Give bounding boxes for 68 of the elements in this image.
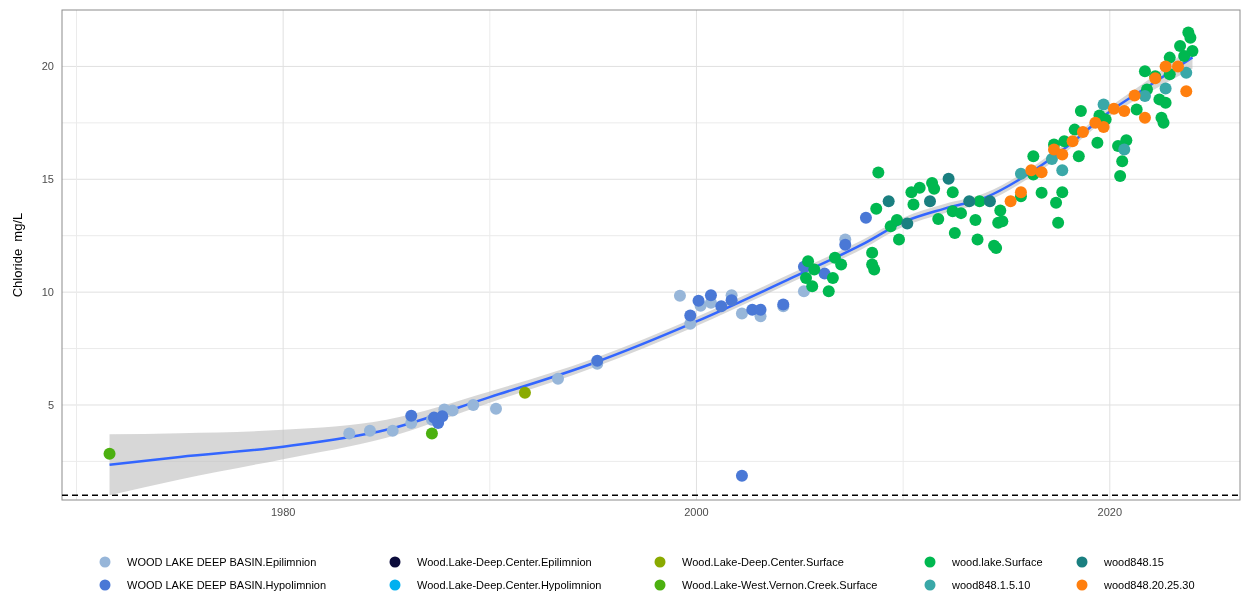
point <box>1056 164 1069 177</box>
y-tick-label: 15 <box>41 173 54 186</box>
point <box>1066 135 1079 148</box>
point <box>1004 195 1017 208</box>
point <box>1180 85 1193 98</box>
point <box>386 424 399 437</box>
point <box>963 195 976 208</box>
legend-label: Wood.Lake-Deep.Center.Epilimnion <box>417 556 592 568</box>
point <box>924 195 936 208</box>
point <box>1035 166 1048 179</box>
legend-label: wood.lake.Surface <box>951 556 1043 568</box>
legend-label: Wood.Lake-West.Vernon.Creek.Surface <box>682 579 878 591</box>
point <box>363 424 376 437</box>
point <box>1159 60 1172 73</box>
point <box>704 289 717 302</box>
point <box>425 427 438 440</box>
point <box>1076 126 1089 139</box>
point <box>436 410 449 423</box>
point <box>1138 89 1151 102</box>
y-tick-label: 5 <box>47 398 54 411</box>
point <box>343 427 356 440</box>
point <box>901 217 914 230</box>
point <box>983 195 996 208</box>
point <box>859 211 872 224</box>
legend-label: WOOD LAKE DEEP BASIN.Epilimnion <box>127 556 317 568</box>
point <box>673 289 686 302</box>
point <box>1172 60 1184 73</box>
point <box>103 447 116 460</box>
point <box>1118 105 1131 118</box>
point <box>692 294 705 307</box>
x-tick-label: 2000 <box>684 506 709 518</box>
point <box>735 307 748 320</box>
point <box>1097 120 1110 133</box>
point <box>1138 111 1151 124</box>
point <box>467 398 480 411</box>
point <box>1014 167 1027 180</box>
point <box>490 402 502 415</box>
point <box>735 469 748 482</box>
legend-label: wood848.15 <box>1103 556 1164 568</box>
legend-label: Wood.Lake-Deep.Center.Hypolimnion <box>417 579 602 591</box>
point <box>1014 186 1027 199</box>
point <box>715 300 728 313</box>
point <box>1128 89 1141 102</box>
y-tick-label: 10 <box>41 286 54 299</box>
x-tick-label: 1980 <box>270 506 296 518</box>
point <box>1025 164 1038 177</box>
point <box>405 409 418 422</box>
point <box>1045 152 1058 165</box>
legend-label: Wood.Lake-Deep.Center.Surface <box>682 556 844 568</box>
y-tick-label: 20 <box>41 60 54 73</box>
point <box>1180 66 1193 79</box>
point <box>1118 143 1131 156</box>
point <box>1097 98 1110 111</box>
point <box>942 172 955 185</box>
x-tick-label: 2020 <box>1097 506 1123 518</box>
point <box>725 294 738 307</box>
point <box>552 372 564 385</box>
y-axis-title: Chloride mg/L <box>10 212 25 298</box>
point <box>1107 102 1120 115</box>
point <box>1056 148 1069 161</box>
point <box>1159 82 1172 95</box>
point <box>882 195 895 208</box>
point <box>518 386 531 399</box>
legend-label: WOOD LAKE DEEP BASIN.Hypolimnion <box>127 579 327 591</box>
point <box>684 309 697 322</box>
legend-label: wood848.20.25.30 <box>1103 579 1195 591</box>
legend-label: wood848.1.5.10 <box>951 579 1031 591</box>
point <box>839 238 852 251</box>
